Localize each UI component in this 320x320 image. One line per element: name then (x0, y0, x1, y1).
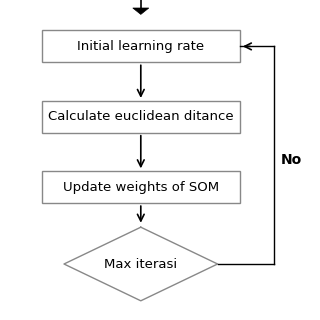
Polygon shape (133, 8, 149, 14)
FancyBboxPatch shape (42, 101, 240, 133)
Text: No: No (281, 153, 302, 167)
Text: Calculate euclidean ditance: Calculate euclidean ditance (48, 110, 234, 123)
FancyBboxPatch shape (42, 171, 240, 203)
Text: Initial learning rate: Initial learning rate (77, 40, 204, 53)
Text: Max iterasi: Max iterasi (104, 258, 177, 270)
FancyBboxPatch shape (42, 30, 240, 62)
Text: Update weights of SOM: Update weights of SOM (63, 181, 219, 194)
